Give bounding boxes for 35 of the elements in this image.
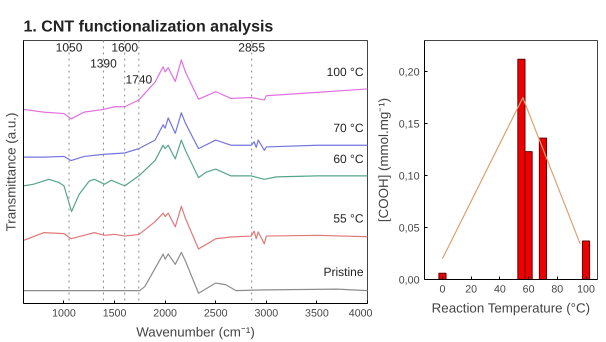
x-tick-label: 1000 — [52, 308, 76, 320]
x-tick-label: 80 — [551, 284, 564, 296]
x-tick-label: 3500 — [305, 308, 329, 320]
series-label: 70 °C — [333, 121, 364, 136]
y-tick-label: 0,20 — [398, 66, 420, 79]
ref-line-label: 1050 — [56, 40, 83, 54]
x-axis-title: Reaction Temperature (°C) — [432, 300, 590, 316]
x-axis-title: Wavenumber (cm⁻¹) — [136, 324, 255, 340]
x-tick-label: 1500 — [102, 308, 126, 320]
y-tick-label: 0,05 — [398, 222, 420, 235]
x-tick-label: 100 — [577, 284, 595, 296]
y-axis-title: Transmittance (a.u.) — [4, 112, 18, 232]
series-label: 55 °C — [333, 211, 364, 226]
x-tick-label: 4000 — [348, 308, 373, 320]
x-tick-label: 2500 — [204, 308, 228, 320]
series-label: Pristine — [323, 265, 364, 280]
x-tick-label: 40 — [494, 284, 506, 296]
x-tick-label: 60 — [522, 284, 535, 296]
x-tick-label: 0 — [439, 284, 446, 296]
y-tick-label: 0,00 — [398, 274, 420, 286]
series-label: 60 °C — [333, 152, 364, 166]
ref-line-label: 1390 — [90, 56, 118, 70]
ref-line-label: 1740 — [125, 72, 153, 86]
series-label: 100 °C — [326, 64, 364, 79]
chart-title: 1. CNT functionalization analysis — [24, 18, 274, 36]
x-tick-label: 3000 — [254, 308, 278, 320]
y-tick-label: 0,10 — [398, 170, 420, 183]
x-tick-label: 20 — [465, 284, 478, 296]
y-axis-title: [COOH] (mmol.mg⁻¹) — [376, 98, 391, 222]
y-tick-label: 0,15 — [398, 118, 420, 131]
x-tick-label: 2000 — [153, 308, 178, 320]
ref-line-label: 2855 — [238, 40, 266, 54]
ref-line-label: 1600 — [111, 40, 138, 54]
bar — [582, 240, 590, 280]
bar — [538, 138, 548, 280]
